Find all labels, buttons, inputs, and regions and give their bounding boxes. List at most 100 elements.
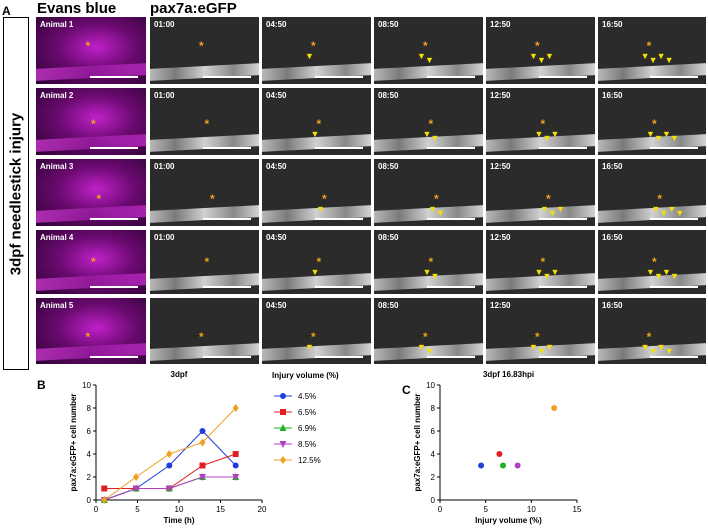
cell-arrowhead-icon: ▼	[545, 342, 554, 352]
cell-arrowhead-icon: ▼	[425, 55, 434, 66]
timepoint-label: 12:50	[490, 233, 511, 242]
injury-site-asterisk: *	[204, 117, 210, 132]
pax7a-timelapse-image: 16:50 * ▼ ▼ ▼ ▼	[598, 298, 706, 364]
animal-label: Animal 3	[40, 162, 74, 171]
legend-entry: 6.9%	[298, 424, 316, 433]
pax7a-timelapse-image: 08:50 * ▼ ▼	[374, 298, 483, 364]
injury-site-asterisk: *	[428, 254, 434, 269]
y-tick-label: 4	[87, 450, 92, 459]
cell-arrowhead-icon: ▼	[547, 207, 557, 218]
pax7a-timelapse-image: 12:50 * ▼ ▼ ▼	[486, 298, 595, 364]
cell-arrowhead-icon: ▼	[534, 266, 544, 277]
header-pax7a-egfp: pax7a:eGFP	[150, 0, 237, 17]
tissue-signal	[150, 133, 259, 153]
injury-site-asterisk: *	[321, 191, 327, 206]
cell-arrowhead-icon: ▼	[640, 51, 650, 62]
x-tick-label: 0	[94, 505, 99, 514]
data-point	[166, 450, 173, 458]
legend-entry: 4.5%	[298, 392, 316, 401]
timepoint-label: 08:50	[378, 91, 399, 100]
scale-bar	[315, 218, 363, 220]
side-label-box: 3dpf needlestick injury	[3, 17, 29, 370]
animal-label: Animal 1	[40, 20, 74, 29]
cell-arrowhead-icon: ▼	[417, 342, 426, 352]
data-point	[166, 462, 173, 469]
panel-letter-b: B	[37, 378, 46, 392]
tissue-signal	[150, 342, 259, 362]
cell-arrowhead-icon: ▼	[667, 203, 677, 214]
line-chart-3dpf: 0 2 4 6 8 10 0 5 10 15 20 3dpf Time (h) pax7a:eGFP+ c…	[69, 370, 339, 525]
animal-label: Animal 2	[40, 91, 74, 100]
cell-arrowhead-icon: ▼	[310, 266, 320, 277]
tissue-signal	[262, 342, 371, 362]
legend-marker	[279, 424, 287, 431]
scale-bar	[90, 218, 138, 220]
injury-site-asterisk: *	[652, 117, 657, 132]
y-tick-label: 8	[431, 404, 436, 413]
pax7a-timelapse-image: 16:50 * ▼ ▼ ▼ ▼	[598, 230, 706, 294]
scale-bar	[427, 356, 475, 358]
tissue-signal	[598, 62, 706, 82]
timepoint-label: 12:50	[490, 162, 511, 171]
data-point	[232, 474, 240, 481]
injury-site-asterisk: *	[423, 330, 428, 344]
side-label: 3dpf needlestick injury	[7, 112, 25, 275]
cell-arrowhead-icon: ▼	[670, 133, 679, 144]
cell-arrowhead-icon: ▼	[539, 203, 549, 214]
injury-site-asterisk: *	[199, 39, 204, 54]
pax7a-timelapse-image: 04:50 * ▼	[262, 230, 371, 294]
cell-arrowhead-icon: ▼	[542, 270, 552, 281]
timepoint-label: 12:50	[490, 20, 511, 29]
y-tick-label: 4	[431, 450, 436, 459]
evans-blue-image: Animal 4 *	[36, 230, 146, 294]
injury-site-asterisk: *	[433, 191, 439, 206]
scale-bar	[650, 147, 698, 149]
evans-blue-image: Animal 5 *	[36, 298, 146, 364]
pax7a-timelapse-image: 01:00 *	[150, 88, 259, 155]
y-tick-label: 10	[426, 381, 435, 390]
timepoint-label: 04:50	[266, 162, 287, 171]
tissue-signal	[36, 62, 146, 82]
data-point	[232, 462, 239, 469]
cell-arrowhead-icon: ▼	[305, 342, 314, 352]
cell-arrowhead-icon: ▼	[550, 129, 560, 140]
injury-site-asterisk: *	[316, 254, 322, 269]
timepoint-label: 04:50	[266, 301, 287, 310]
y-tick-label: 2	[87, 473, 92, 482]
cell-arrowhead-icon: ▼	[422, 266, 432, 277]
y-tick-label: 6	[431, 427, 436, 436]
scale-bar	[90, 147, 138, 149]
y-tick-label: 0	[87, 496, 92, 505]
injury-site-asterisk: *	[545, 191, 551, 206]
legend-entry: 8.5%	[298, 440, 316, 449]
timepoint-label: 08:50	[378, 301, 399, 310]
injury-site-asterisk: *	[535, 330, 540, 344]
injury-site-asterisk: *	[540, 254, 546, 269]
cell-arrowhead-icon: ▼	[651, 203, 661, 214]
scatter-point	[496, 451, 503, 457]
injury-site-asterisk: *	[96, 191, 102, 206]
timepoint-label: 08:50	[378, 20, 399, 29]
scale-bar	[203, 147, 251, 149]
scatter-point	[551, 405, 558, 411]
pax7a-timelapse-image: 01:00 *	[150, 17, 259, 84]
tissue-signal	[150, 62, 259, 82]
data-point	[232, 404, 239, 412]
injury-site-asterisk: *	[204, 254, 210, 269]
scatter-chart-3dpf-16-83hpi: 0 2 4 6 8 10 0 5 10 15 3dpf 16.83hpi Injury volume …	[413, 370, 582, 525]
cell-arrowhead-icon: ▼	[422, 129, 432, 140]
injury-site-asterisk: *	[199, 330, 204, 344]
pax7a-timelapse-image: 04:50 * ▼	[262, 159, 371, 226]
cell-arrowhead-icon: ▼	[550, 266, 560, 277]
x-tick-label: 10	[175, 505, 184, 514]
pax7a-timelapse-image: 12:50 * ▼ ▼ ▼	[486, 88, 595, 155]
scale-bar	[90, 286, 138, 288]
cell-arrowhead-icon: ▼	[662, 129, 671, 140]
injury-site-asterisk: *	[646, 330, 652, 344]
cell-arrowhead-icon: ▼	[542, 133, 552, 144]
scale-bar	[650, 218, 698, 220]
x-axis-label: Time (h)	[164, 516, 195, 525]
evans-blue-image: Animal 1 *	[36, 17, 146, 84]
injury-site-asterisk: *	[85, 39, 91, 54]
cell-arrowhead-icon: ▼	[646, 129, 655, 140]
